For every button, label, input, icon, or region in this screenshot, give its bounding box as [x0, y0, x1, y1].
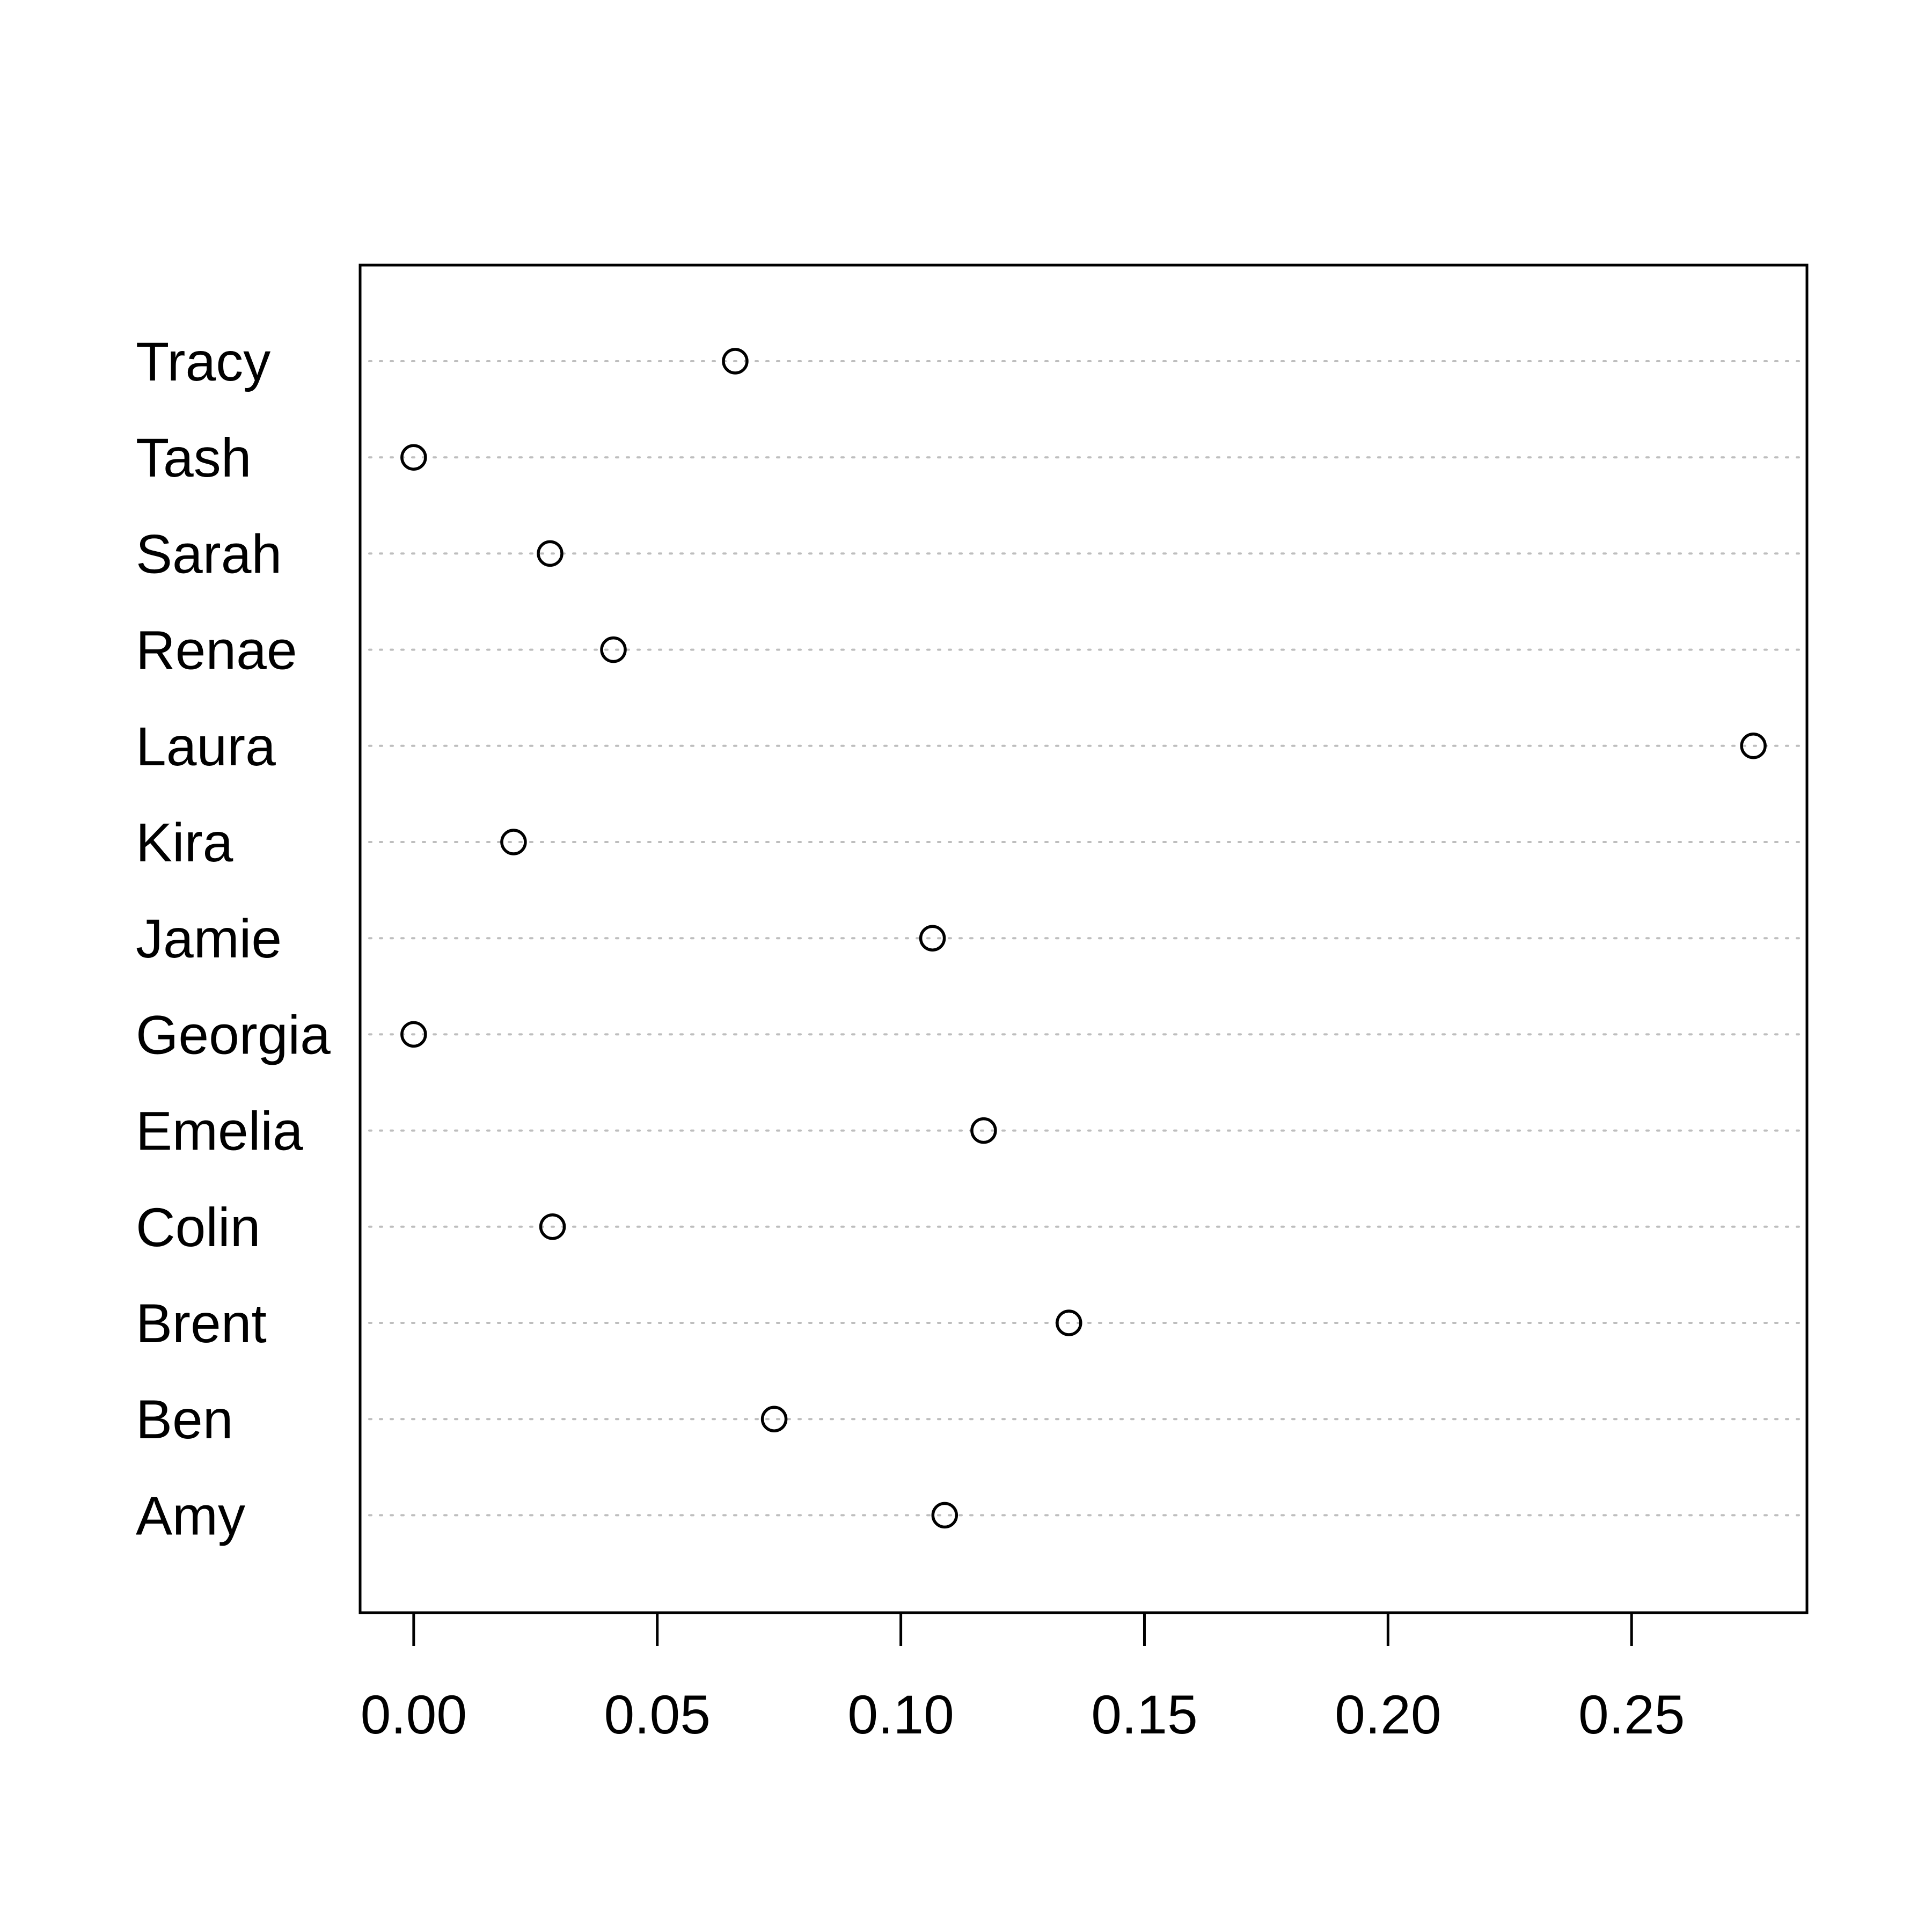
category-label-amy: Amy [136, 1485, 245, 1546]
data-point-jamie [919, 925, 946, 952]
x-tick-label: 0.10 [847, 1684, 954, 1745]
category-label-ben: Ben [136, 1389, 233, 1450]
data-point-ben [760, 1406, 788, 1432]
data-points [400, 348, 1767, 1529]
category-label-brent: Brent [136, 1293, 267, 1354]
category-label-georgia: Georgia [136, 1004, 331, 1065]
data-point-brent [1056, 1309, 1082, 1336]
category-label-sarah: Sarah [136, 523, 282, 584]
category-label-emelia: Emelia [136, 1101, 303, 1162]
category-label-kira: Kira [136, 812, 233, 873]
category-label-tash: Tash [136, 427, 251, 488]
data-point-tash [400, 444, 427, 471]
data-point-laura [1740, 733, 1767, 759]
x-axis: 0.00 0.05 0.10 0.15 0.20 0.25 [361, 1611, 1685, 1745]
x-tick-label: 0.25 [1578, 1684, 1685, 1745]
x-tick-label: 0.05 [604, 1684, 711, 1745]
guide-lines [368, 360, 1808, 1517]
x-tick-label: 0.20 [1335, 1684, 1441, 1745]
plot-frame [358, 264, 1809, 1614]
data-point-colin [539, 1213, 566, 1240]
category-label-renae: Renae [136, 620, 297, 681]
category-label-laura: Laura [136, 716, 276, 777]
data-point-tracy [722, 348, 749, 375]
data-point-kira [500, 829, 527, 855]
category-label-jamie: Jamie [136, 908, 282, 969]
x-tick-label: 0.15 [1091, 1684, 1198, 1745]
data-point-amy [931, 1502, 958, 1529]
category-labels: Tracy Tash Sarah Renae Laura Kira Jamie Georgia… [136, 331, 331, 1546]
data-point-renae [600, 636, 627, 663]
data-point-georgia [400, 1021, 427, 1048]
category-label-tracy: Tracy [136, 331, 270, 392]
category-label-colin: Colin [136, 1197, 260, 1258]
x-tick-label: 0.00 [361, 1684, 467, 1745]
data-point-emelia [970, 1117, 997, 1144]
data-point-sarah [537, 540, 564, 567]
